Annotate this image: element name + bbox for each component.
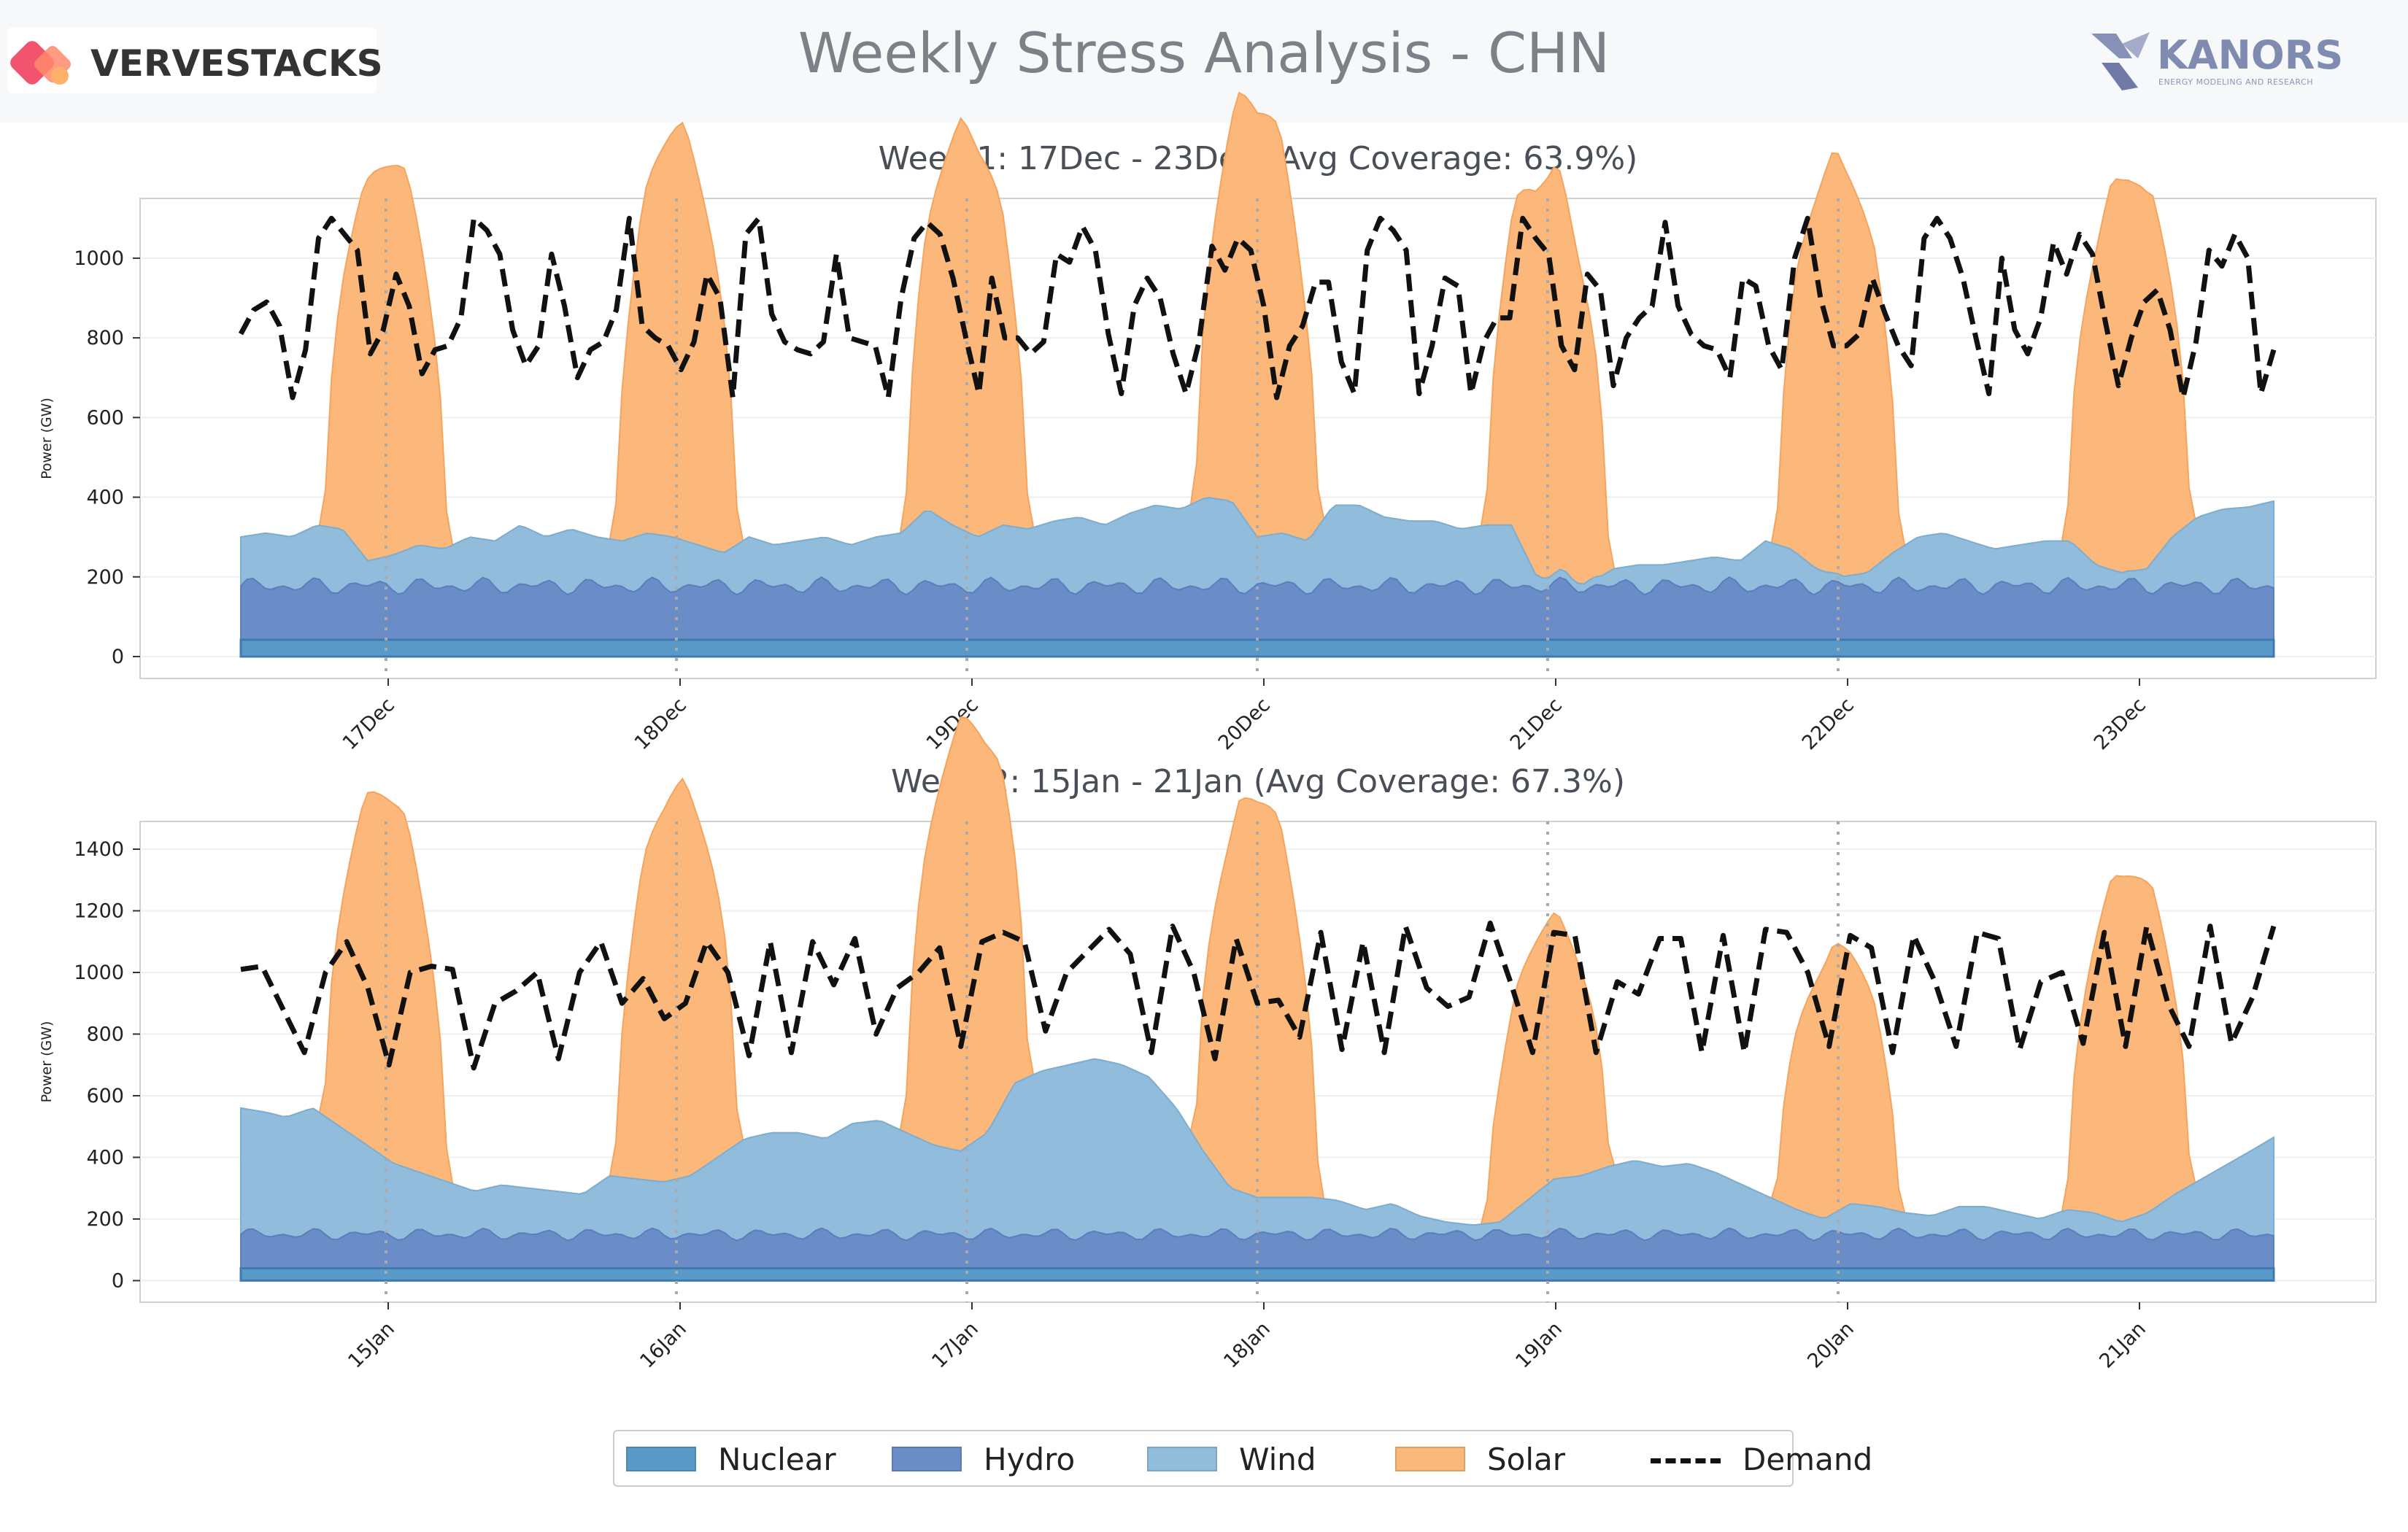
- kanors-logo-subtitle: ENERGY MODELING AND RESEARCH: [2158, 77, 2313, 87]
- legend-label: Hydro: [984, 1442, 1076, 1477]
- y-tick-label: 200: [86, 566, 124, 589]
- legend-swatch: [892, 1447, 962, 1471]
- x-tick-label: 22Dec: [1798, 694, 1859, 754]
- legend-swatch: [1395, 1447, 1465, 1471]
- y-axis-label: Power (GW): [39, 1021, 55, 1103]
- x-tick-label: 16Jan: [636, 1318, 691, 1373]
- y-tick-label: 1000: [74, 247, 124, 270]
- chart-week-1: Week 1: 17Dec - 23Dec (Avg Coverage: 63.…: [39, 91, 2377, 754]
- kanors-logo: KANORS ENERGY MODELING AND RESEARCH: [2087, 29, 2350, 95]
- kanors-logo-text: KANORS: [2157, 32, 2344, 78]
- x-tick-label: 21Jan: [2095, 1318, 2150, 1373]
- vervestacks-logo-icon: [10, 41, 71, 85]
- x-tick-label: 18Dec: [630, 694, 691, 754]
- y-tick-label: 600: [86, 406, 124, 429]
- x-tick-label: 17Dec: [339, 694, 399, 754]
- x-tick-label: 21Dec: [1506, 694, 1567, 754]
- x-tick-label: 23Dec: [2090, 694, 2150, 754]
- y-tick-label: 1400: [74, 838, 124, 861]
- series-demand-line: [240, 920, 2277, 1071]
- y-tick-label: 600: [86, 1085, 124, 1107]
- legend-label: Nuclear: [718, 1442, 836, 1477]
- x-tick-label: 19Jan: [1511, 1318, 1567, 1373]
- x-tick-label: 17Jan: [927, 1318, 983, 1373]
- vervestacks-logo-text: VERVESTACKS: [90, 42, 383, 85]
- series-nuclear-area: [239, 1267, 2275, 1282]
- y-tick-label: 800: [86, 1023, 124, 1045]
- y-tick-label: 400: [86, 1146, 124, 1169]
- x-tick-label: 18Jan: [1219, 1318, 1275, 1373]
- y-tick-label: 1200: [74, 900, 124, 923]
- vervestacks-logo: VERVESTACKS: [7, 28, 383, 93]
- y-axis-label: Power (GW): [39, 398, 55, 479]
- series-demand-line: [238, 215, 2277, 401]
- chart-legend: Nuclear Hydro Wind Solar Demand: [613, 1430, 1872, 1487]
- legend-label: Solar: [1487, 1442, 1566, 1477]
- chart-title: Week 2: 15Jan - 21Jan (Avg Coverage: 67.…: [891, 763, 1625, 800]
- legend-label: Wind: [1239, 1442, 1316, 1477]
- x-tick-label: 20Jan: [1803, 1318, 1859, 1373]
- legend-swatch: [626, 1447, 696, 1471]
- chart-week-2: Week 2: 15Jan - 21Jan (Avg Coverage: 67.…: [39, 716, 2377, 1373]
- header-bar: VERVESTACKS Weekly Stress Analysis - CHN…: [0, 0, 2408, 123]
- kanors-logo-icon: [2091, 32, 2150, 90]
- legend-swatch: [1651, 1458, 1721, 1463]
- legend-swatch: [1147, 1447, 1217, 1471]
- y-tick-label: 200: [86, 1208, 124, 1231]
- x-tick-label: 20Dec: [1214, 694, 1275, 754]
- y-tick-label: 0: [112, 646, 124, 668]
- x-tick-label: 15Jan: [344, 1318, 399, 1373]
- y-tick-label: 400: [86, 487, 124, 509]
- legend-label: Demand: [1743, 1442, 1873, 1477]
- y-tick-label: 1000: [74, 962, 124, 984]
- y-tick-label: 0: [112, 1269, 124, 1292]
- page-title: Weekly Stress Analysis - CHN: [798, 20, 1610, 85]
- y-tick-label: 800: [86, 327, 124, 349]
